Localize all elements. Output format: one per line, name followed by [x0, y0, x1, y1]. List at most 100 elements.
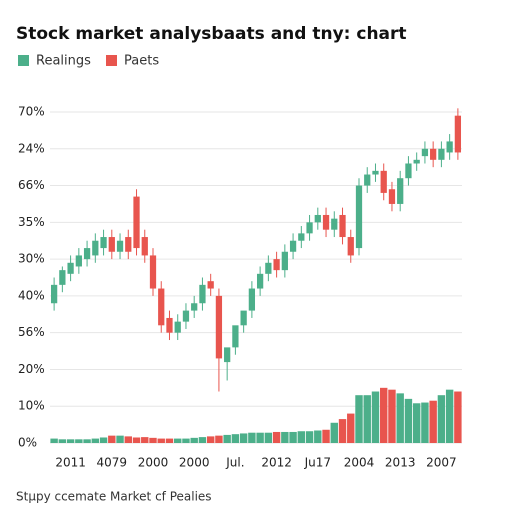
legend-swatch: [106, 55, 117, 66]
x-tick-label: 2013: [385, 456, 416, 470]
chart-title: Stock market analysbaats and tny: chart: [16, 24, 407, 44]
volume-bar: [445, 389, 454, 443]
candle-body: [306, 222, 313, 234]
volume-bar: [305, 431, 314, 443]
candle-body: [116, 240, 124, 252]
volume-bar: [58, 439, 67, 443]
volume-bar: [50, 438, 58, 443]
volume-bar: [396, 393, 404, 443]
volume-bar: [198, 437, 207, 443]
volume-bar: [371, 391, 380, 443]
volume-bar: [91, 438, 100, 443]
volume-bar: [174, 438, 182, 443]
candle-body: [438, 148, 445, 160]
volume-bar: [66, 439, 75, 443]
volume-bar: [231, 434, 240, 443]
candle-body: [265, 262, 272, 274]
candle-body: [397, 178, 404, 204]
volume-bar: [338, 419, 347, 443]
candle-body: [232, 325, 239, 348]
y-tick-label: 10%: [18, 399, 45, 413]
candle-body: [108, 237, 115, 252]
y-tick-label: 40%: [18, 288, 45, 302]
volume-bar: [157, 438, 165, 443]
candle-body: [141, 237, 148, 256]
volume-bar: [223, 434, 231, 443]
candle-body: [149, 255, 157, 289]
y-tick-label: 20%: [18, 362, 45, 376]
candle-body: [248, 288, 256, 311]
volume-bar: [347, 413, 355, 443]
volume-bar: [124, 436, 132, 443]
legend-label: Paets: [124, 54, 159, 69]
volume-bar: [215, 435, 223, 443]
candle-body: [182, 310, 190, 322]
candle-body: [430, 148, 437, 160]
volume-bar: [388, 389, 396, 443]
candle-body: [215, 295, 223, 359]
candle-body: [446, 141, 453, 153]
candle-body: [347, 237, 354, 256]
x-tick-label: 2000: [138, 456, 169, 470]
volume-bar: [355, 395, 363, 443]
candle-body: [421, 148, 429, 157]
volume-bar: [454, 391, 462, 443]
candle-body: [240, 310, 247, 326]
volume-bar: [132, 437, 141, 443]
candle-body: [372, 170, 379, 175]
volume-bar: [248, 432, 256, 443]
volume-bar: [421, 402, 429, 443]
volume-bar: [190, 437, 198, 443]
candle-body: [59, 270, 66, 285]
candle-body: [50, 284, 58, 304]
y-tick-label: 24%: [18, 141, 45, 155]
candle-body: [331, 218, 338, 230]
candle-body: [388, 189, 396, 204]
volume-bar: [429, 400, 437, 443]
candle-body: [67, 262, 74, 274]
candle-body: [166, 317, 173, 333]
y-tick-label: 56%: [18, 325, 45, 339]
x-tick-label: 4079: [97, 456, 128, 470]
volume-bar: [116, 435, 124, 443]
candle-body: [380, 170, 387, 193]
legend-swatch: [18, 55, 29, 66]
candle-body: [355, 185, 363, 249]
y-tick-label: 30%: [18, 252, 45, 266]
footer: Stμpy ccemate Market cf Pealies: [16, 490, 212, 504]
x-tick-label: 2000: [179, 456, 210, 470]
candle-body: [413, 159, 420, 164]
volume-bar: [322, 429, 330, 443]
candle-body: [289, 240, 297, 252]
x-tick-label: 2011: [55, 456, 86, 470]
volume-bar: [264, 432, 273, 443]
x-tick-label: Ju17: [304, 456, 331, 470]
candle-body: [158, 288, 165, 326]
volume-bar: [412, 403, 421, 443]
candle-body: [199, 284, 206, 304]
x-tick-label: 2007: [426, 456, 457, 470]
volume-bar: [314, 430, 322, 443]
volume-bar: [330, 422, 338, 443]
volume-bar: [380, 387, 388, 443]
candle-body: [75, 255, 82, 267]
candle-body: [339, 214, 346, 238]
legend-label: Realings: [36, 54, 91, 69]
candle-body: [281, 251, 288, 271]
volume-bar: [256, 432, 264, 443]
candle-body: [256, 273, 264, 289]
candle-body: [454, 115, 462, 153]
candle-body: [125, 237, 132, 252]
y-tick-label: 0%: [18, 436, 37, 450]
candle-body: [133, 196, 140, 249]
volume-bar: [182, 438, 190, 443]
x-tick-label: 2012: [261, 456, 292, 470]
candle-body: [364, 174, 371, 186]
candle-body: [405, 163, 412, 179]
candle-body: [298, 233, 305, 241]
volume-bar: [75, 439, 83, 443]
volume-bar: [165, 438, 174, 443]
candle-body: [92, 240, 99, 256]
volume-bar: [297, 431, 306, 443]
candle-body: [207, 281, 214, 289]
